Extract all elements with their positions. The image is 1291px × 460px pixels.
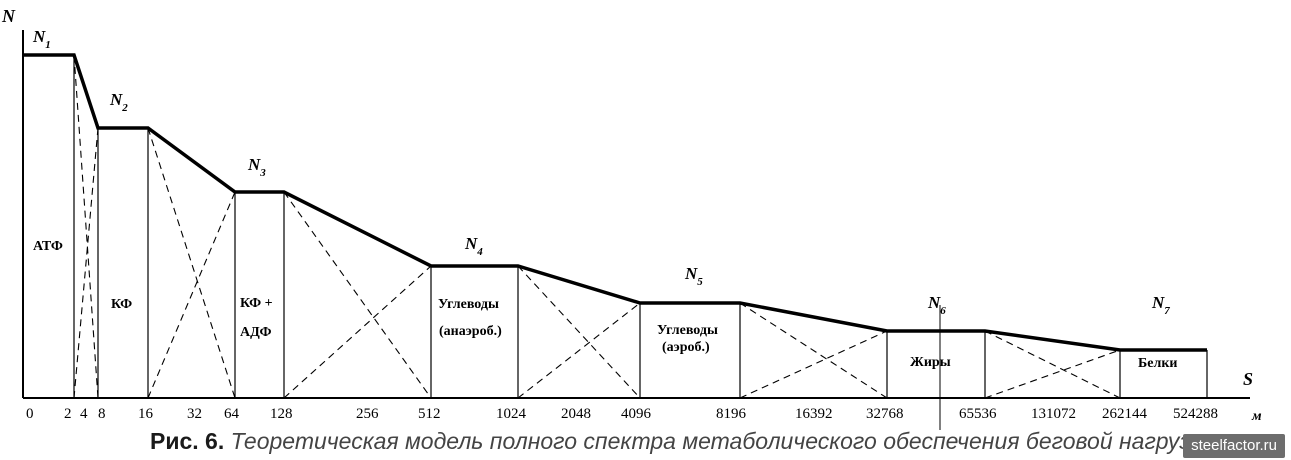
caption-number: Рис. 6. bbox=[150, 428, 225, 454]
level-label-4: N4 bbox=[464, 234, 483, 258]
x-tick: 64 bbox=[224, 406, 240, 422]
x-tick-labels: 0 2 4 8 16 32 64 128 256 512 1024 2048 4… bbox=[26, 406, 1218, 422]
x-tick: 2048 bbox=[561, 406, 591, 422]
energy-envelope bbox=[23, 53, 1207, 352]
x-tick: 262144 bbox=[1102, 406, 1148, 422]
zone-label-anaerobic-2: (анаэроб.) bbox=[439, 324, 502, 339]
zone-label-kf-adf-2: АДФ bbox=[240, 325, 272, 340]
x-tick: 524288 bbox=[1173, 406, 1218, 422]
zone-boundaries bbox=[73, 55, 1208, 398]
x-tick: 8 bbox=[98, 406, 106, 422]
zone-label-aerobic-2: (аэроб.) bbox=[662, 340, 710, 355]
x-tick: 16 bbox=[138, 406, 154, 422]
zone-label-proteins: Белки bbox=[1138, 356, 1177, 371]
x-unit-label: м bbox=[1251, 409, 1262, 424]
x-tick: 0 bbox=[26, 406, 34, 422]
x-tick: 8196 bbox=[716, 406, 747, 422]
x-tick: 2 bbox=[64, 406, 72, 422]
level-label-5: N5 bbox=[684, 264, 703, 288]
x-axis-label: S bbox=[1243, 369, 1253, 389]
x-tick: 65536 bbox=[959, 406, 997, 422]
zone-label-kf: КФ bbox=[111, 297, 132, 312]
x-tick: 4096 bbox=[621, 406, 652, 422]
level-label-7: N7 bbox=[1151, 293, 1170, 317]
x-tick: 512 bbox=[418, 406, 441, 422]
zone-label-fats: Жиры bbox=[910, 355, 951, 370]
figure-caption: Рис. 6. Теоретическая модель полного спе… bbox=[150, 428, 1214, 455]
x-tick: 128 bbox=[270, 406, 293, 422]
level-label-6: N6 bbox=[927, 293, 946, 317]
x-tick: 32 bbox=[187, 406, 202, 422]
x-tick: 4 bbox=[80, 406, 88, 422]
y-axis-label: N bbox=[1, 6, 16, 26]
zone-label-aerobic-1: Углеводы bbox=[657, 323, 718, 338]
transition-crosses bbox=[73, 54, 1121, 399]
zone-label-atf: АТФ bbox=[33, 239, 63, 254]
zone-label-kf-adf-1: КФ + bbox=[240, 296, 273, 311]
x-tick: 256 bbox=[356, 406, 379, 422]
caption-text: Теоретическая модель полного спектра мет… bbox=[230, 428, 1214, 454]
level-label-2: N2 bbox=[109, 90, 128, 114]
x-tick: 131072 bbox=[1031, 406, 1076, 422]
x-tick: 1024 bbox=[496, 406, 527, 422]
watermark-badge: steelfactor.ru bbox=[1183, 434, 1285, 458]
x-tick: 16392 bbox=[795, 406, 833, 422]
x-tick: 32768 bbox=[866, 406, 904, 422]
level-label-1: N1 bbox=[32, 27, 51, 51]
level-label-3: N3 bbox=[247, 155, 266, 179]
zone-label-anaerobic-1: Углеводы bbox=[438, 297, 499, 312]
